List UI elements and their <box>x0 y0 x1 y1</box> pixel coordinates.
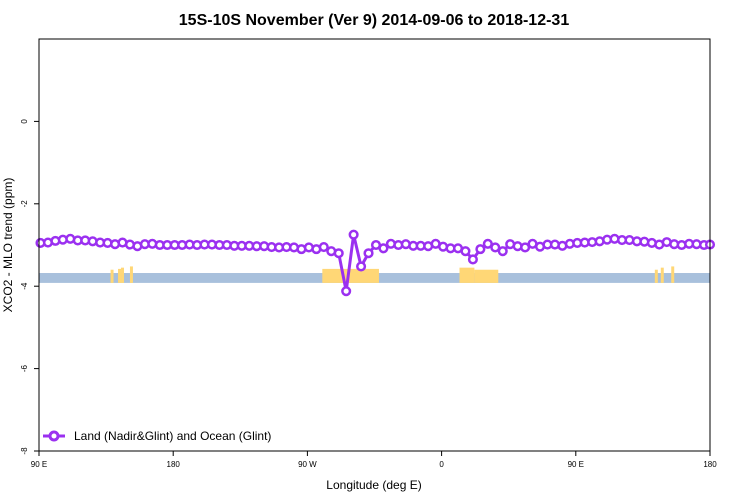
chart-title: 15S-10S November (Ver 9) 2014-09-06 to 2… <box>179 12 570 29</box>
y-tick-label-4: -8 <box>20 447 29 455</box>
plot-frame <box>38 38 711 452</box>
data-point-41 <box>341 286 352 297</box>
data-point-42 <box>348 229 359 240</box>
data-point-61 <box>490 242 501 253</box>
y-tick-label-2: -4 <box>20 282 29 290</box>
data-point-62 <box>497 246 508 257</box>
data-point-57 <box>460 246 471 257</box>
y-axis: 0 -2 -4 -6 -8 <box>20 119 39 455</box>
land-segment-6 <box>129 266 133 283</box>
surface-layer <box>39 266 710 283</box>
data-point-60 <box>482 238 493 249</box>
land-segment-1 <box>459 267 475 283</box>
legend-marker-icon <box>48 430 60 442</box>
land-segment-9 <box>671 266 675 283</box>
x-tick-label-2: 90 W <box>298 460 317 469</box>
land-segment-4 <box>118 268 122 283</box>
land-segment-7 <box>654 269 658 283</box>
data-point-43 <box>356 261 367 272</box>
data-point-40 <box>333 248 344 259</box>
data-point-58 <box>467 254 478 265</box>
y-axis-label: XCO2 - MLO trend (ppm) <box>1 178 15 313</box>
y-tick-label-1: -2 <box>20 200 29 208</box>
land-segment-2 <box>474 269 499 283</box>
legend: Land (Nadir&Glint) and Ocean (Glint) <box>43 429 271 443</box>
x-tick-label-5: 180 <box>703 460 717 469</box>
data-point-65 <box>520 242 531 253</box>
data-point-59 <box>475 244 486 255</box>
series-layer <box>35 229 716 297</box>
x-tick-label-3: 0 <box>439 460 444 469</box>
y-tick-label-0: 0 <box>20 119 29 124</box>
data-point-38 <box>318 242 329 253</box>
land-segment-5 <box>121 267 124 283</box>
data-point-44 <box>363 248 374 259</box>
x-tick-label-1: 180 <box>167 460 181 469</box>
x-tick-label-4: 90 E <box>568 460 584 469</box>
x-axis-label: Longitude (deg E) <box>326 478 421 492</box>
land-segment-0 <box>322 268 379 283</box>
data-point-46 <box>378 243 389 254</box>
legend-entry: Land (Nadir&Glint) and Ocean (Glint) <box>74 429 271 443</box>
x-tick-label-0: 90 E <box>31 460 47 469</box>
y-tick-label-3: -6 <box>20 364 29 372</box>
x-axis: 90 E 180 90 W 0 90 E 180 <box>31 451 717 469</box>
land-segment-3 <box>110 269 114 283</box>
land-segment-8 <box>660 267 664 283</box>
